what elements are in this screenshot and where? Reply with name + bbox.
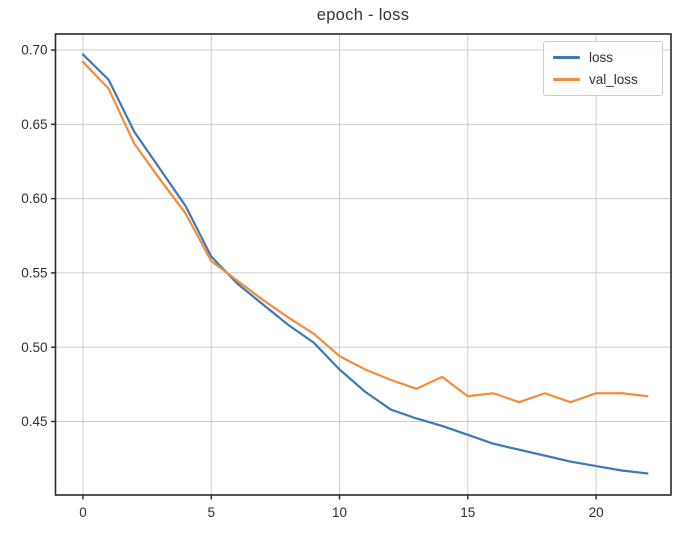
chart-title: epoch - loss (316, 6, 410, 24)
x-axis-tick-label: 0 (79, 505, 87, 520)
y-axis-tick-label: 0.70 (21, 43, 47, 58)
x-axis-tick-label: 10 (332, 505, 347, 520)
y-axis-tick-label: 0.55 (21, 265, 47, 280)
y-axis-tick-label: 0.60 (21, 191, 47, 206)
y-axis-tick-label: 0.65 (21, 117, 47, 132)
x-axis-tick-label: 20 (589, 505, 604, 520)
legend-entry-val-loss: val_loss (553, 69, 654, 91)
series-line-loss (81, 53, 649, 475)
legend-swatch-val-loss-line (553, 78, 580, 82)
y-axis-tick-label: 0.50 (21, 340, 47, 355)
legend-swatch-loss-line (553, 55, 580, 59)
legend-label-loss: loss (589, 49, 614, 65)
legend-label-val-loss: val_loss (589, 72, 638, 88)
legend-entry-loss: loss (553, 46, 654, 68)
legend: loss val_loss (543, 41, 663, 96)
x-axis-tick-label: 15 (460, 505, 475, 520)
series-line-val-loss (81, 60, 649, 404)
y-axis-tick-label: 0.45 (21, 414, 47, 429)
x-axis-tick-label: 5 (207, 505, 215, 520)
plot-border (54, 33, 672, 496)
